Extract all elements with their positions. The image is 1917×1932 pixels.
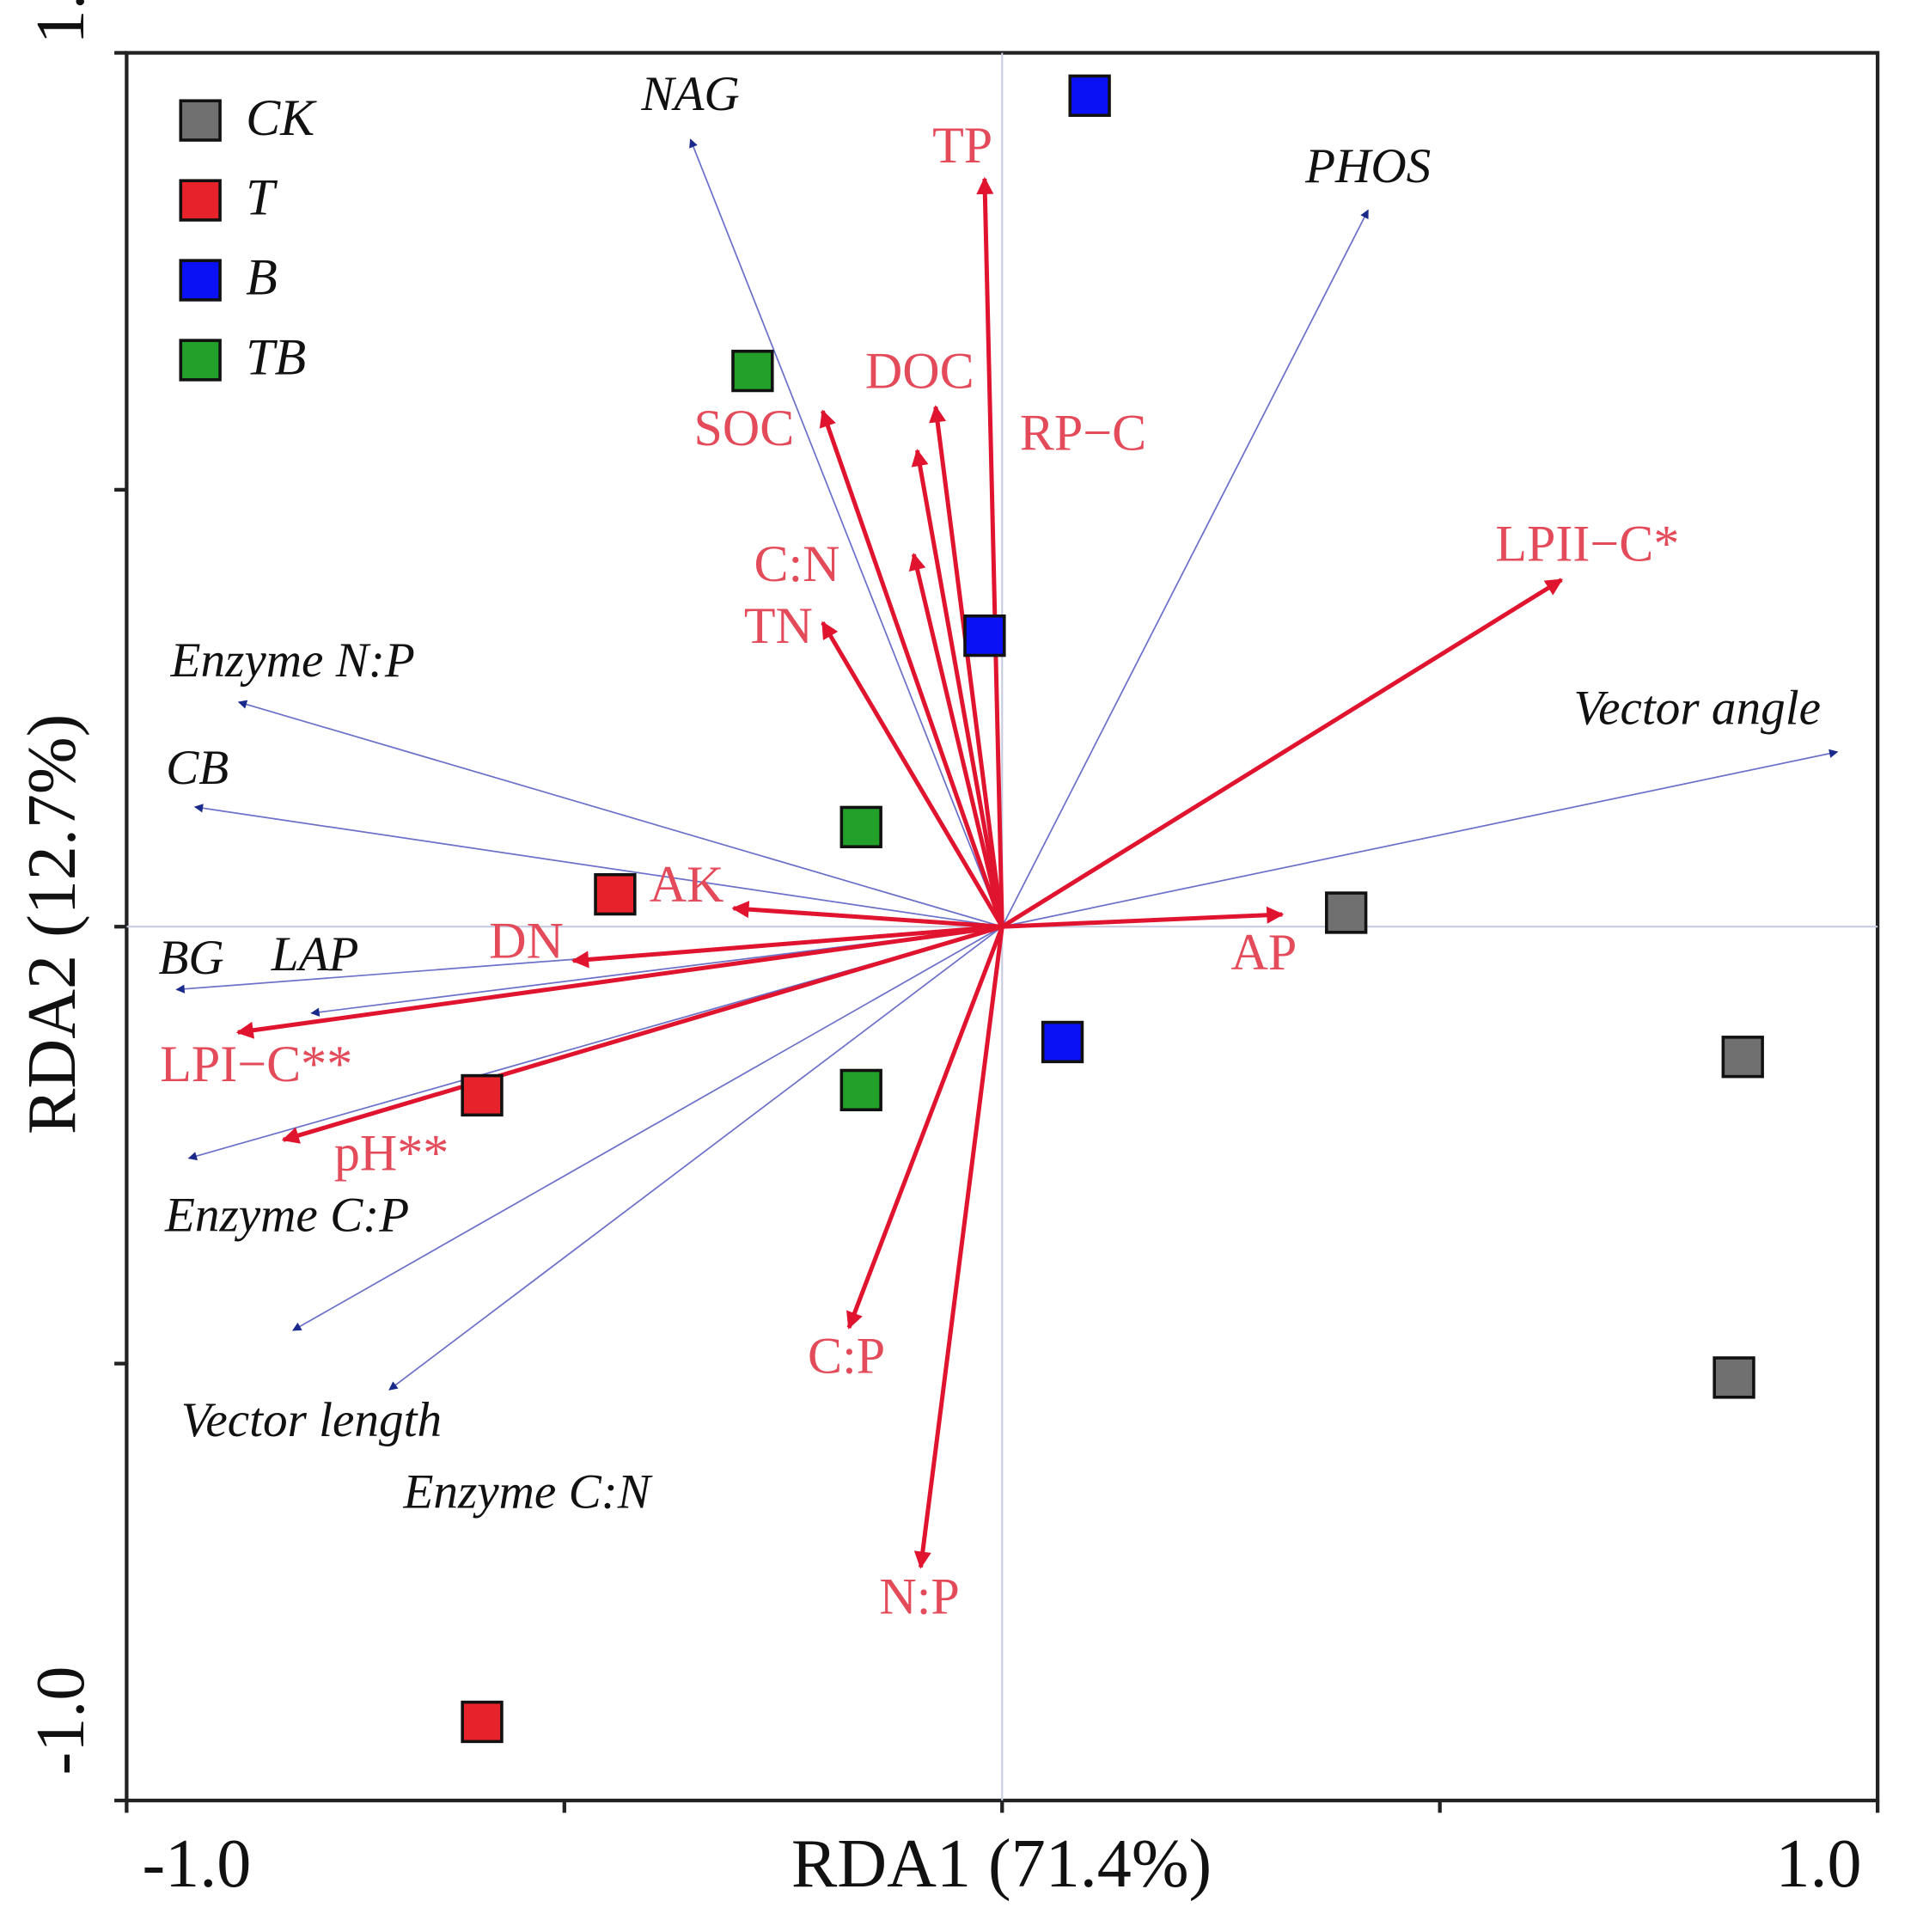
species-label: Vector length — [181, 1393, 442, 1447]
legend-swatch — [179, 99, 222, 142]
species-label: Enzyme C:P — [164, 1188, 409, 1242]
env-label: LPII−C* — [1495, 515, 1679, 572]
sample-point — [1712, 1356, 1755, 1399]
sample-point — [839, 805, 882, 848]
env-vector — [281, 924, 1003, 1144]
species-vector — [1002, 749, 1839, 928]
sample-point — [1041, 1020, 1084, 1064]
species-label: NAG — [640, 67, 739, 121]
species-label: Vector angle — [1574, 681, 1821, 735]
sample-point — [1068, 74, 1111, 117]
env-label: TN — [744, 596, 813, 654]
legend-label: CK — [246, 89, 317, 146]
env-label: N:P — [879, 1567, 959, 1624]
env-vector — [1002, 906, 1285, 929]
legend-swatch — [179, 259, 222, 302]
y-tick-label: 1.0 — [23, 0, 99, 44]
env-label: C:P — [808, 1326, 885, 1384]
species-label: LAP — [271, 927, 359, 981]
legend-label: T — [246, 168, 278, 226]
env-vector — [911, 449, 1004, 927]
legend-swatch — [179, 179, 222, 222]
species-label: Enzyme C:N — [402, 1465, 652, 1519]
env-vector — [235, 924, 1003, 1039]
legend-label: TB — [246, 328, 306, 386]
species-vector — [388, 926, 1003, 1391]
env-vector — [908, 553, 1004, 927]
x-tick-label: 1.0 — [1775, 1826, 1861, 1902]
env-vector — [821, 621, 1004, 928]
env-label: TP — [932, 116, 992, 174]
env-vector — [913, 926, 1004, 1569]
env-label: LPI−C** — [160, 1035, 352, 1092]
species-vector — [689, 138, 1004, 927]
y-axis-label: RDA2 (12.7%) — [15, 714, 90, 1134]
env-vector — [819, 409, 1004, 928]
env-label: DOC — [865, 341, 974, 399]
sample-point — [594, 872, 637, 916]
env-vector — [846, 926, 1004, 1330]
env-label: pH** — [334, 1124, 449, 1182]
legend-label: B — [246, 248, 278, 306]
sample-point — [731, 349, 774, 393]
species-vector — [193, 804, 1003, 928]
env-vector — [929, 405, 1004, 927]
x-tick-label: -1.0 — [143, 1826, 252, 1902]
sample-point — [839, 1068, 882, 1112]
sample-point — [461, 1073, 504, 1117]
env-label: DN — [489, 912, 564, 969]
env-label: RP−C — [1020, 404, 1146, 462]
legend-swatch — [179, 339, 222, 382]
sample-point — [1721, 1036, 1764, 1079]
env-vector — [731, 901, 1003, 929]
sample-point — [1325, 891, 1368, 934]
species-label: BG — [158, 931, 223, 985]
x-axis-label: RDA1 (71.4%) — [791, 1826, 1212, 1902]
species-label: CB — [166, 741, 229, 795]
species-label: PHOS — [1304, 139, 1431, 193]
env-vector — [976, 176, 1004, 927]
env-vector — [1000, 578, 1564, 929]
env-label: AK — [650, 855, 724, 913]
species-vector — [1001, 209, 1369, 927]
sample-point — [461, 1700, 504, 1744]
y-tick-label: -1.0 — [23, 1666, 99, 1776]
species-vector — [237, 700, 1003, 928]
env-label: SOC — [693, 399, 794, 456]
species-vector — [292, 926, 1003, 1331]
sample-point — [963, 614, 1006, 657]
species-label: Enzyme N:P — [170, 633, 415, 688]
env-vector — [571, 924, 1003, 969]
env-label: C:N — [754, 535, 839, 592]
env-label: AP — [1230, 923, 1297, 981]
